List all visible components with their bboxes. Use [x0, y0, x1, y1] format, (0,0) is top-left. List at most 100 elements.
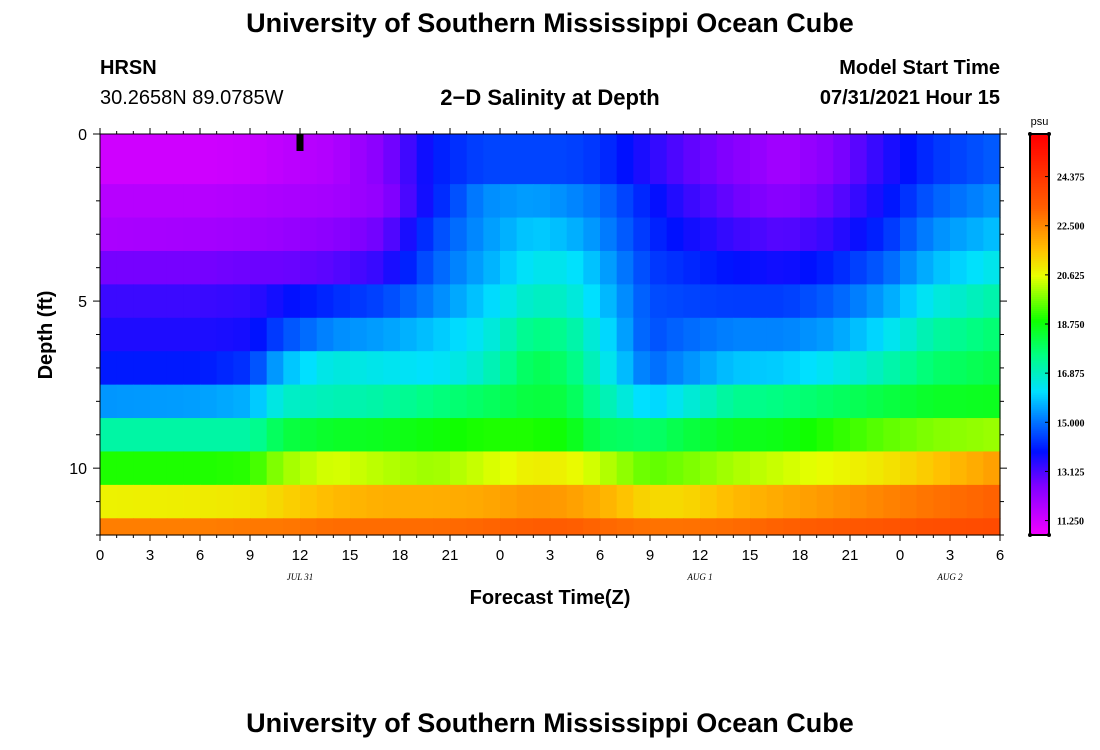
- colorbar-segment: [1030, 172, 1049, 175]
- heatmap-cell: [550, 217, 568, 252]
- heatmap-cell: [750, 518, 768, 536]
- heatmap-cell: [483, 184, 501, 219]
- heatmap-cell: [583, 418, 601, 453]
- heatmap-cell: [333, 351, 351, 386]
- heatmap-cell: [850, 250, 868, 285]
- heatmap-cell: [116, 317, 134, 352]
- colorbar-segment: [1030, 370, 1049, 374]
- colorbar-segment: [1030, 362, 1049, 366]
- heatmap-cell: [566, 451, 584, 486]
- heatmap-cell: [150, 217, 168, 252]
- heatmap-cell: [650, 134, 668, 185]
- heatmap-cell: [583, 451, 601, 486]
- heatmap-cell: [733, 250, 751, 285]
- heatmap-cell: [950, 484, 968, 519]
- heatmap-cell: [116, 250, 134, 285]
- heatmap-cell: [483, 384, 501, 419]
- heatmap-cell: [116, 418, 134, 453]
- heatmap-cell: [966, 217, 984, 252]
- colorbar-segment: [1030, 496, 1049, 500]
- heatmap-cell: [616, 317, 634, 352]
- heatmap-cell: [933, 418, 951, 453]
- heatmap-cell: [750, 217, 768, 252]
- heatmap-cell: [983, 418, 1001, 453]
- heatmap-cell: [900, 184, 918, 219]
- colorbar-segment: [1030, 298, 1049, 302]
- colorbar-segment: [1030, 304, 1049, 308]
- heatmap-cell: [933, 451, 951, 486]
- heatmap-cell: [116, 451, 134, 486]
- heatmap-cell: [683, 184, 701, 219]
- heatmap-cell: [350, 184, 368, 219]
- heatmap-cell: [300, 250, 318, 285]
- heatmap-cell: [333, 418, 351, 453]
- colorbar-segment: [1030, 176, 1049, 179]
- heatmap-cell: [833, 418, 851, 453]
- date-label: AUG 1: [686, 572, 712, 582]
- heatmap-cell: [200, 518, 218, 536]
- heatmap-cell: [183, 484, 201, 519]
- colorbar-segment: [1030, 530, 1049, 534]
- heatmap-cell: [783, 351, 801, 386]
- heatmap-cell: [766, 134, 784, 185]
- colorbar-segment: [1030, 444, 1049, 448]
- heatmap-cell: [950, 317, 968, 352]
- heatmap-cell: [866, 384, 884, 419]
- heatmap-cell: [216, 317, 234, 352]
- colorbar-segment: [1030, 456, 1049, 460]
- heatmap-cell: [916, 518, 934, 536]
- heatmap-cell: [533, 134, 551, 185]
- heatmap-cell: [500, 484, 518, 519]
- heatmap-cell: [450, 518, 468, 536]
- heatmap-cell: [600, 518, 618, 536]
- heatmap-cell: [800, 484, 818, 519]
- heatmap-cell: [200, 351, 218, 386]
- heatmap-cell: [650, 217, 668, 252]
- heatmap-cell: [933, 518, 951, 536]
- colorbar-segment: [1030, 428, 1049, 432]
- colorbar-segment: [1030, 270, 1049, 273]
- colorbar-segment: [1030, 472, 1049, 476]
- heatmap-cell: [883, 250, 901, 285]
- heatmap-cell: [550, 351, 568, 386]
- colorbar-segment: [1030, 366, 1049, 370]
- colorbar-segment: [1030, 274, 1049, 277]
- heatmap-cell: [650, 451, 668, 486]
- heatmap-cell: [900, 284, 918, 319]
- heatmap-cell: [266, 484, 284, 519]
- heatmap-cell: [166, 351, 184, 386]
- heatmap-cell: [200, 384, 218, 419]
- heatmap-cell: [766, 284, 784, 319]
- heatmap-cell: [433, 134, 451, 185]
- heatmap-cell: [133, 284, 151, 319]
- colorbar-segment: [1030, 494, 1049, 498]
- heatmap-cell: [183, 184, 201, 219]
- heatmap-cell: [500, 518, 518, 536]
- heatmap-cell: [733, 317, 751, 352]
- heatmap-cell: [366, 217, 384, 252]
- heatmap-cell: [100, 384, 118, 419]
- heatmap-cell: [266, 184, 284, 219]
- heatmap-cell: [483, 250, 501, 285]
- heatmap-cell: [983, 184, 1001, 219]
- colorbar-segment: [1030, 218, 1049, 221]
- heatmap-cell: [566, 134, 584, 185]
- heatmap-cell: [366, 351, 384, 386]
- heatmap-cell: [966, 284, 984, 319]
- heatmap-cell: [666, 418, 684, 453]
- colorbar-segment: [1030, 434, 1049, 438]
- colorbar-segment: [1030, 488, 1049, 492]
- heatmap-cell: [450, 451, 468, 486]
- x-tick-label: 18: [392, 547, 409, 564]
- heatmap-cell: [566, 217, 584, 252]
- heatmap-cell: [950, 351, 968, 386]
- x-tick-label: 15: [342, 547, 359, 564]
- colorbar-tick-label: 16.875: [1057, 369, 1085, 380]
- colorbar: psu 24.375 22.500 20.625 18.750 16.875 15.000 1…: [1028, 116, 1085, 537]
- heatmap-cell: [550, 418, 568, 453]
- colorbar-segment: [1030, 430, 1049, 434]
- x-tick-label: 9: [646, 547, 654, 564]
- heatmap-cell: [750, 384, 768, 419]
- heatmap-cell: [250, 184, 268, 219]
